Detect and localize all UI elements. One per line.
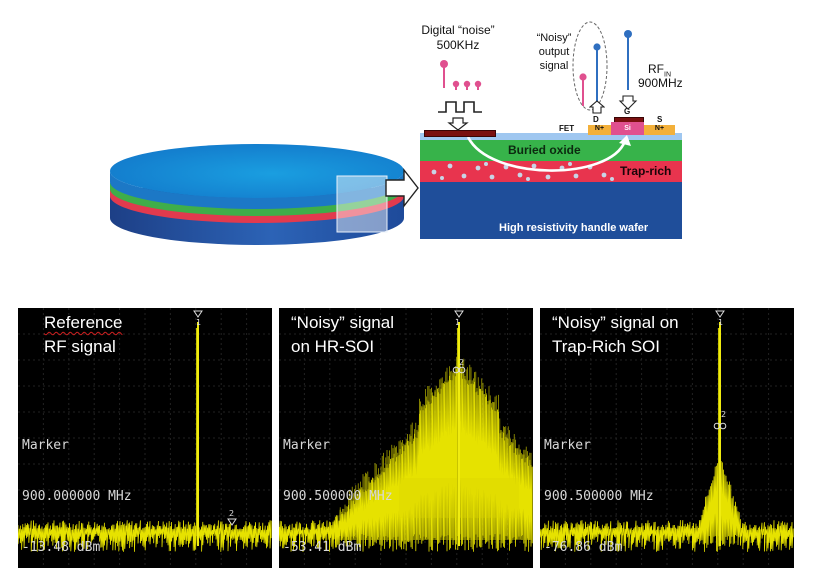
wafer-oxide-band [110, 181, 404, 216]
zoom-arrow-icon [385, 167, 419, 209]
noisy-line3: signal [539, 60, 569, 72]
si-channel [611, 122, 644, 135]
marker-tag-1: 1 [455, 318, 461, 327]
spectrum-panel-trap-rich: “Noisy” signal on Trap-Rich SOI Marker 9… [540, 308, 794, 568]
marker-level: -53.41 dBm [283, 540, 362, 555]
spectrum-panel-hr-soi: “Noisy” signal on HR-SOI Marker 900.5000… [279, 308, 533, 568]
marker-label: Marker [283, 438, 330, 453]
marker-level: -76.86 dBm [544, 540, 623, 555]
digital-noise-freq: 500KHz [436, 38, 480, 52]
noisy-line1: “Noisy” [536, 32, 572, 44]
rf-in-freq: 900MHz [638, 76, 683, 90]
source-label: S [657, 115, 663, 124]
down-arrow-icon [447, 117, 469, 131]
spectrum-panel-reference: Reference RF signal Marker 900.000000 MH… [18, 308, 272, 568]
spectrum-title-line1: Reference [44, 313, 123, 332]
marker-tag-1: 1 [196, 318, 202, 327]
spectrum-title-line2: on HR-SOI [291, 337, 375, 356]
wafer-cutout [336, 175, 388, 233]
noisy-output-probes [572, 21, 608, 111]
n-plus-left-label: N+ [594, 125, 605, 132]
trap-dots [431, 135, 631, 181]
spectrum-trace-trap-rich [540, 308, 794, 568]
marker-level: -13.48 dBm [22, 540, 101, 555]
marker-label: Marker [22, 438, 69, 453]
spectrum-trace-hr-soi [279, 308, 533, 568]
spectrum-title-line2: RF signal [44, 337, 116, 356]
marker-tag-2: 2 [459, 358, 465, 367]
gate-label: G [624, 107, 631, 116]
handle-wafer-label: High resistivity handle wafer [499, 222, 649, 234]
spectrum-title-line2: Trap-Rich SOI [552, 337, 661, 356]
rf-in-probe [618, 30, 638, 110]
noisy-pink-tone-icon [579, 73, 587, 81]
square-wave-icon [438, 101, 482, 113]
spectrum-title-line1: “Noisy” signal on [552, 313, 679, 332]
fet-label: FET [559, 124, 575, 133]
wafer-trap-band [110, 188, 404, 223]
wafer-si-band [110, 171, 404, 209]
wafer-disc [110, 144, 404, 245]
rf-tone-icon [624, 30, 632, 38]
rf-main: RF [648, 62, 664, 76]
trap-rich-label: Trap-rich [620, 164, 672, 178]
marker-tag-2: 2 [721, 410, 727, 419]
n-plus-right-label: N+ [654, 125, 665, 132]
marker-readout: Marker 900.000000 MHz -13.48 dBm [22, 403, 132, 568]
noisy-line2: output [538, 46, 570, 58]
marker-readout: Marker 900.500000 MHz -53.41 dBm [283, 403, 393, 568]
marker-frequency: 900.500000 MHz [283, 489, 393, 504]
marker-frequency: 900.000000 MHz [22, 489, 132, 504]
si-film [420, 133, 682, 140]
digital-noise-title: Digital “noise” [421, 23, 495, 37]
spectrum-title: “Noisy” signal on HR-SOI [291, 311, 394, 359]
noisy-output-ellipse [572, 21, 608, 111]
rf-sub: IN [664, 71, 671, 79]
noise-contact [424, 130, 496, 137]
noisy-blue-tone-icon [593, 43, 601, 51]
cross-section: Buried oxide Trap-rich High resistivity … [420, 133, 682, 239]
coupling-arrow [466, 136, 627, 172]
si-label: Si [624, 125, 631, 132]
drain-label: D [593, 115, 599, 124]
marker-frequency: 900.500000 MHz [544, 489, 654, 504]
n-plus-left [588, 125, 611, 135]
marker-tag-1: 1 [718, 318, 724, 327]
marker-tag-2: 2 [229, 509, 235, 518]
spectrum-trace-reference [18, 308, 272, 568]
n-plus-right [644, 125, 675, 135]
noise-tone-icon [440, 60, 448, 68]
rf-down-arrow-icon [618, 95, 638, 110]
noise-probes [438, 60, 482, 131]
buried-oxide-label: Buried oxide [508, 143, 581, 157]
spectrum-title: Reference RF signal [44, 311, 122, 359]
wafer-top-surface [110, 144, 404, 198]
spectrum-title-line1: “Noisy” signal [291, 313, 394, 332]
spectrum-title: “Noisy” signal on Trap-Rich SOI [552, 311, 679, 359]
handle-wafer-layer [420, 182, 682, 239]
marker-readout: Marker 900.500000 MHz -76.86 dBm [544, 403, 654, 568]
marker-label: Marker [544, 438, 591, 453]
up-arrow-icon [589, 100, 605, 114]
rf-in-label: RFIN [648, 62, 671, 82]
